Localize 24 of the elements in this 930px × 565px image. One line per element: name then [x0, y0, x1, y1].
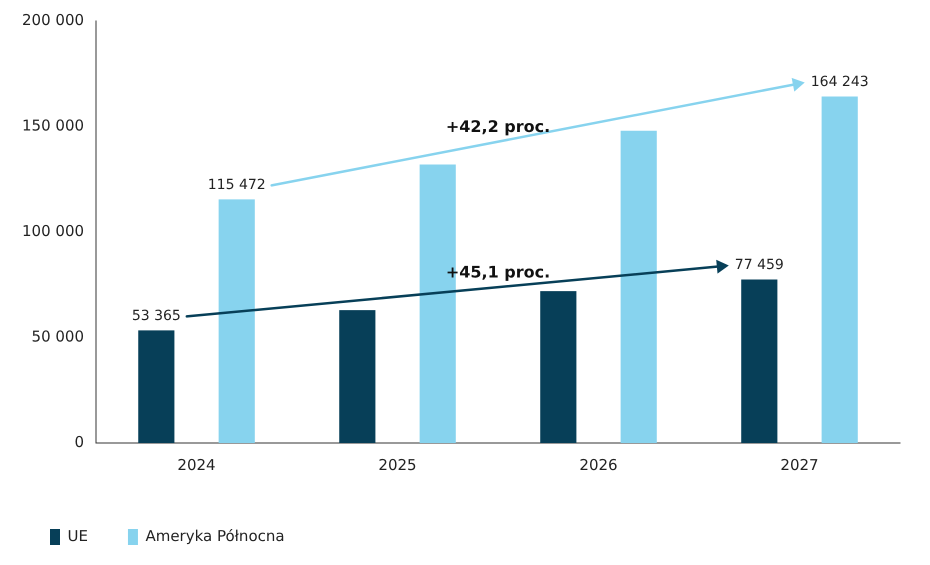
y-tick-label: 100 000	[22, 222, 84, 240]
y-tick-label: 50 000	[32, 327, 84, 346]
x-tick-label: 2026	[579, 456, 618, 474]
data-label: 164 243	[810, 74, 869, 90]
y-tick-label: 200 000	[22, 10, 84, 29]
bar	[339, 310, 376, 443]
bar	[822, 96, 858, 443]
data-label: 53 365	[132, 308, 181, 324]
bar	[218, 199, 255, 443]
data-label: 115 472	[208, 176, 266, 193]
y-tick-label: 150 000	[22, 116, 84, 134]
bar	[741, 280, 778, 443]
legend-label: UE	[68, 526, 88, 545]
bar	[138, 330, 174, 443]
bar	[620, 130, 657, 443]
x-tick-label: 2027	[780, 456, 819, 474]
x-tick-label: 2025	[378, 456, 417, 474]
annotation: +45,1 proc.	[446, 262, 550, 282]
y-tick-label: 0	[74, 432, 84, 451]
annotation: +42,2 proc.	[446, 116, 550, 136]
data-label: 77 459	[734, 257, 784, 274]
legend-label: Ameryka Północna	[145, 526, 285, 545]
bar	[540, 291, 576, 443]
x-tick-label: 2024	[177, 456, 216, 474]
